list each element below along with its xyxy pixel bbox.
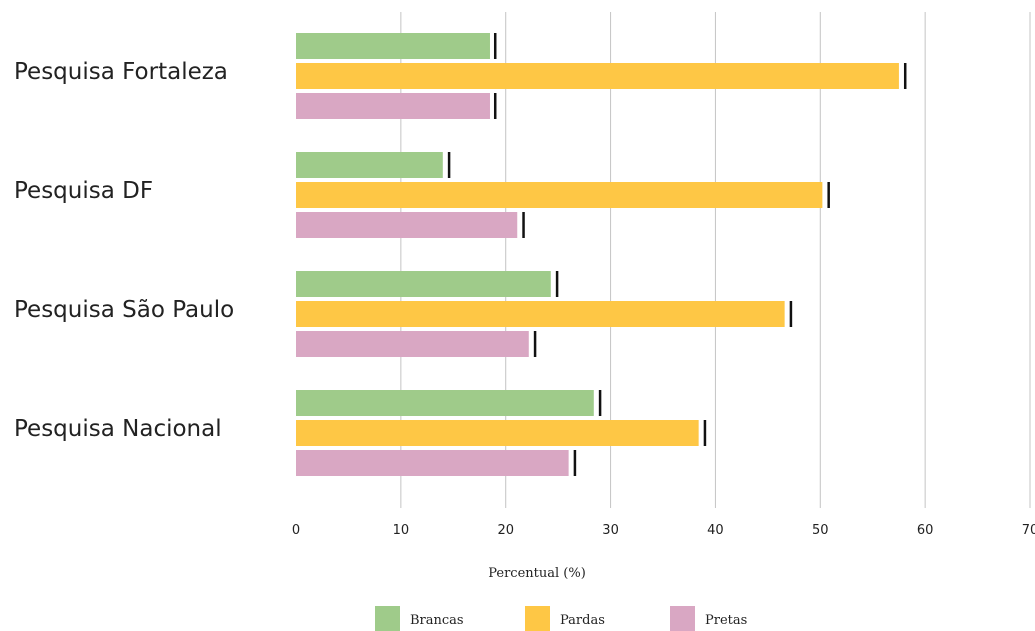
bar-brancas (296, 152, 443, 178)
bar-pretas (296, 212, 518, 238)
bar-pretas (296, 450, 569, 476)
bar-brancas (296, 390, 594, 416)
x-axis-title: Percentual (%) (488, 566, 586, 581)
legend-swatch-pretas (670, 606, 695, 631)
x-tick-label: 30 (602, 523, 619, 538)
bar-pardas (296, 301, 785, 327)
legend: Brancas Pardas Pretas (375, 606, 747, 631)
bar-pardas (296, 182, 823, 208)
category-labels: Pesquisa Fortaleza Pesquisa DF Pesquisa Sã… (14, 59, 234, 442)
legend-label-brancas: Brancas (410, 613, 464, 628)
bar-pardas (296, 63, 899, 89)
bar-pretas (296, 331, 529, 357)
category-label: Pesquisa Fortaleza (14, 59, 228, 85)
bars-group (296, 33, 907, 476)
bar-brancas (296, 271, 551, 297)
x-tick-label: 20 (497, 523, 514, 538)
x-tick-label: 40 (707, 523, 724, 538)
bar-pardas (296, 420, 699, 446)
grid-lines (400, 12, 1031, 508)
legend-label-pardas: Pardas (560, 613, 605, 628)
bar-pretas (296, 93, 490, 119)
x-tick-label: 50 (812, 523, 829, 538)
category-label: Pesquisa São Paulo (14, 297, 234, 323)
x-tick-label: 60 (917, 523, 934, 538)
category-label: Pesquisa DF (14, 178, 153, 204)
x-tick-label: 70 (1022, 523, 1035, 538)
legend-swatch-pardas (525, 606, 550, 631)
category-label: Pesquisa Nacional (14, 416, 222, 442)
x-tick-label: 0 (292, 523, 300, 538)
x-tick-label: 10 (393, 523, 410, 538)
legend-swatch-brancas (375, 606, 400, 631)
bar-brancas (296, 33, 490, 59)
legend-label-pretas: Pretas (705, 613, 747, 628)
x-tick-labels: 0 10 20 30 40 50 60 70 (292, 523, 1035, 538)
